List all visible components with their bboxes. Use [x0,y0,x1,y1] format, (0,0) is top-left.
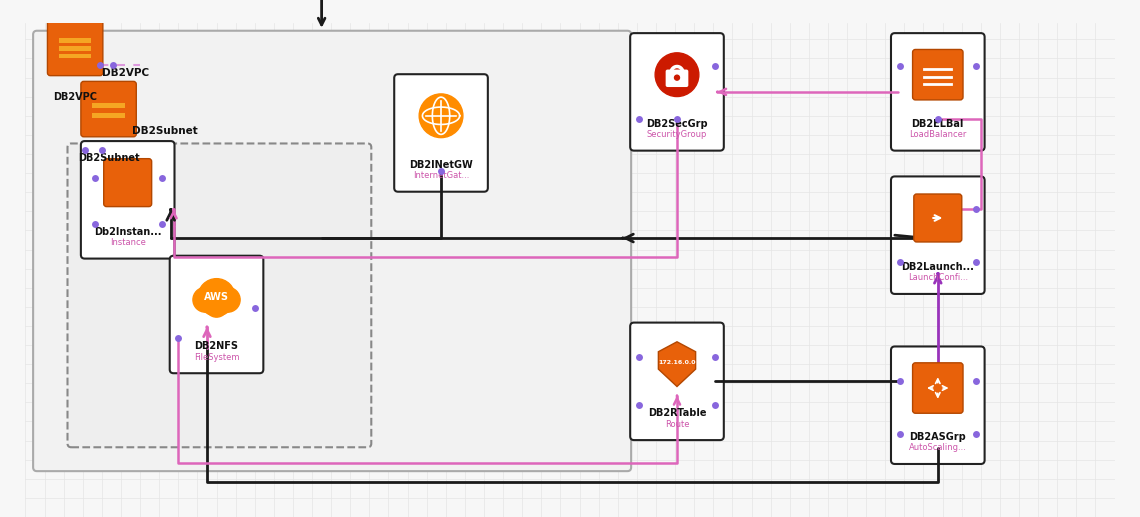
Text: DB2Launch...: DB2Launch... [902,262,975,272]
Circle shape [675,75,679,80]
Text: DB2ASGrp: DB2ASGrp [910,432,967,442]
FancyBboxPatch shape [92,103,124,108]
Text: DB2INetGW: DB2INetGW [409,160,473,170]
Text: DB2RTable: DB2RTable [648,408,707,418]
FancyBboxPatch shape [630,323,724,440]
FancyBboxPatch shape [891,33,985,150]
Text: 172.16.0.0: 172.16.0.0 [658,360,695,366]
Text: DB2Subnet: DB2Subnet [132,126,198,136]
Text: FileSystem: FileSystem [194,353,239,362]
Text: LoadBalancer: LoadBalancer [909,130,967,139]
Circle shape [205,295,228,317]
FancyBboxPatch shape [891,176,985,294]
Text: AutoScaling...: AutoScaling... [909,444,967,452]
FancyBboxPatch shape [81,81,137,137]
Text: SecurityGroup: SecurityGroup [646,130,707,139]
Circle shape [198,279,235,316]
Circle shape [656,53,699,97]
FancyBboxPatch shape [104,159,152,207]
Circle shape [215,287,241,312]
Text: DB2Subnet: DB2Subnet [78,153,139,163]
FancyBboxPatch shape [33,31,632,471]
Text: DB2ELBal: DB2ELBal [912,118,964,129]
FancyBboxPatch shape [59,54,91,58]
FancyBboxPatch shape [170,256,263,373]
FancyBboxPatch shape [630,33,724,150]
FancyBboxPatch shape [914,194,962,242]
FancyBboxPatch shape [48,20,103,75]
Circle shape [420,94,463,138]
Polygon shape [659,342,695,387]
FancyBboxPatch shape [913,363,963,413]
Circle shape [193,287,218,312]
FancyBboxPatch shape [67,144,372,447]
Text: DB2NFS: DB2NFS [195,341,238,351]
Text: DB2SecGrp: DB2SecGrp [646,118,708,129]
Text: Instance: Instance [109,238,146,247]
FancyBboxPatch shape [666,70,689,87]
FancyBboxPatch shape [59,46,91,51]
FancyBboxPatch shape [913,50,963,100]
FancyBboxPatch shape [81,141,174,258]
Text: Route: Route [665,420,690,429]
Text: AWS: AWS [204,292,229,302]
Text: LaunchConfi...: LaunchConfi... [907,273,968,282]
FancyBboxPatch shape [59,38,91,43]
Text: DB2VPC: DB2VPC [101,68,149,78]
Text: DB2VPC: DB2VPC [54,92,97,102]
Text: InternetGat...: InternetGat... [413,171,470,180]
FancyBboxPatch shape [891,346,985,464]
FancyBboxPatch shape [92,113,124,118]
FancyBboxPatch shape [394,74,488,192]
Text: Db2Instan...: Db2Instan... [93,226,162,237]
